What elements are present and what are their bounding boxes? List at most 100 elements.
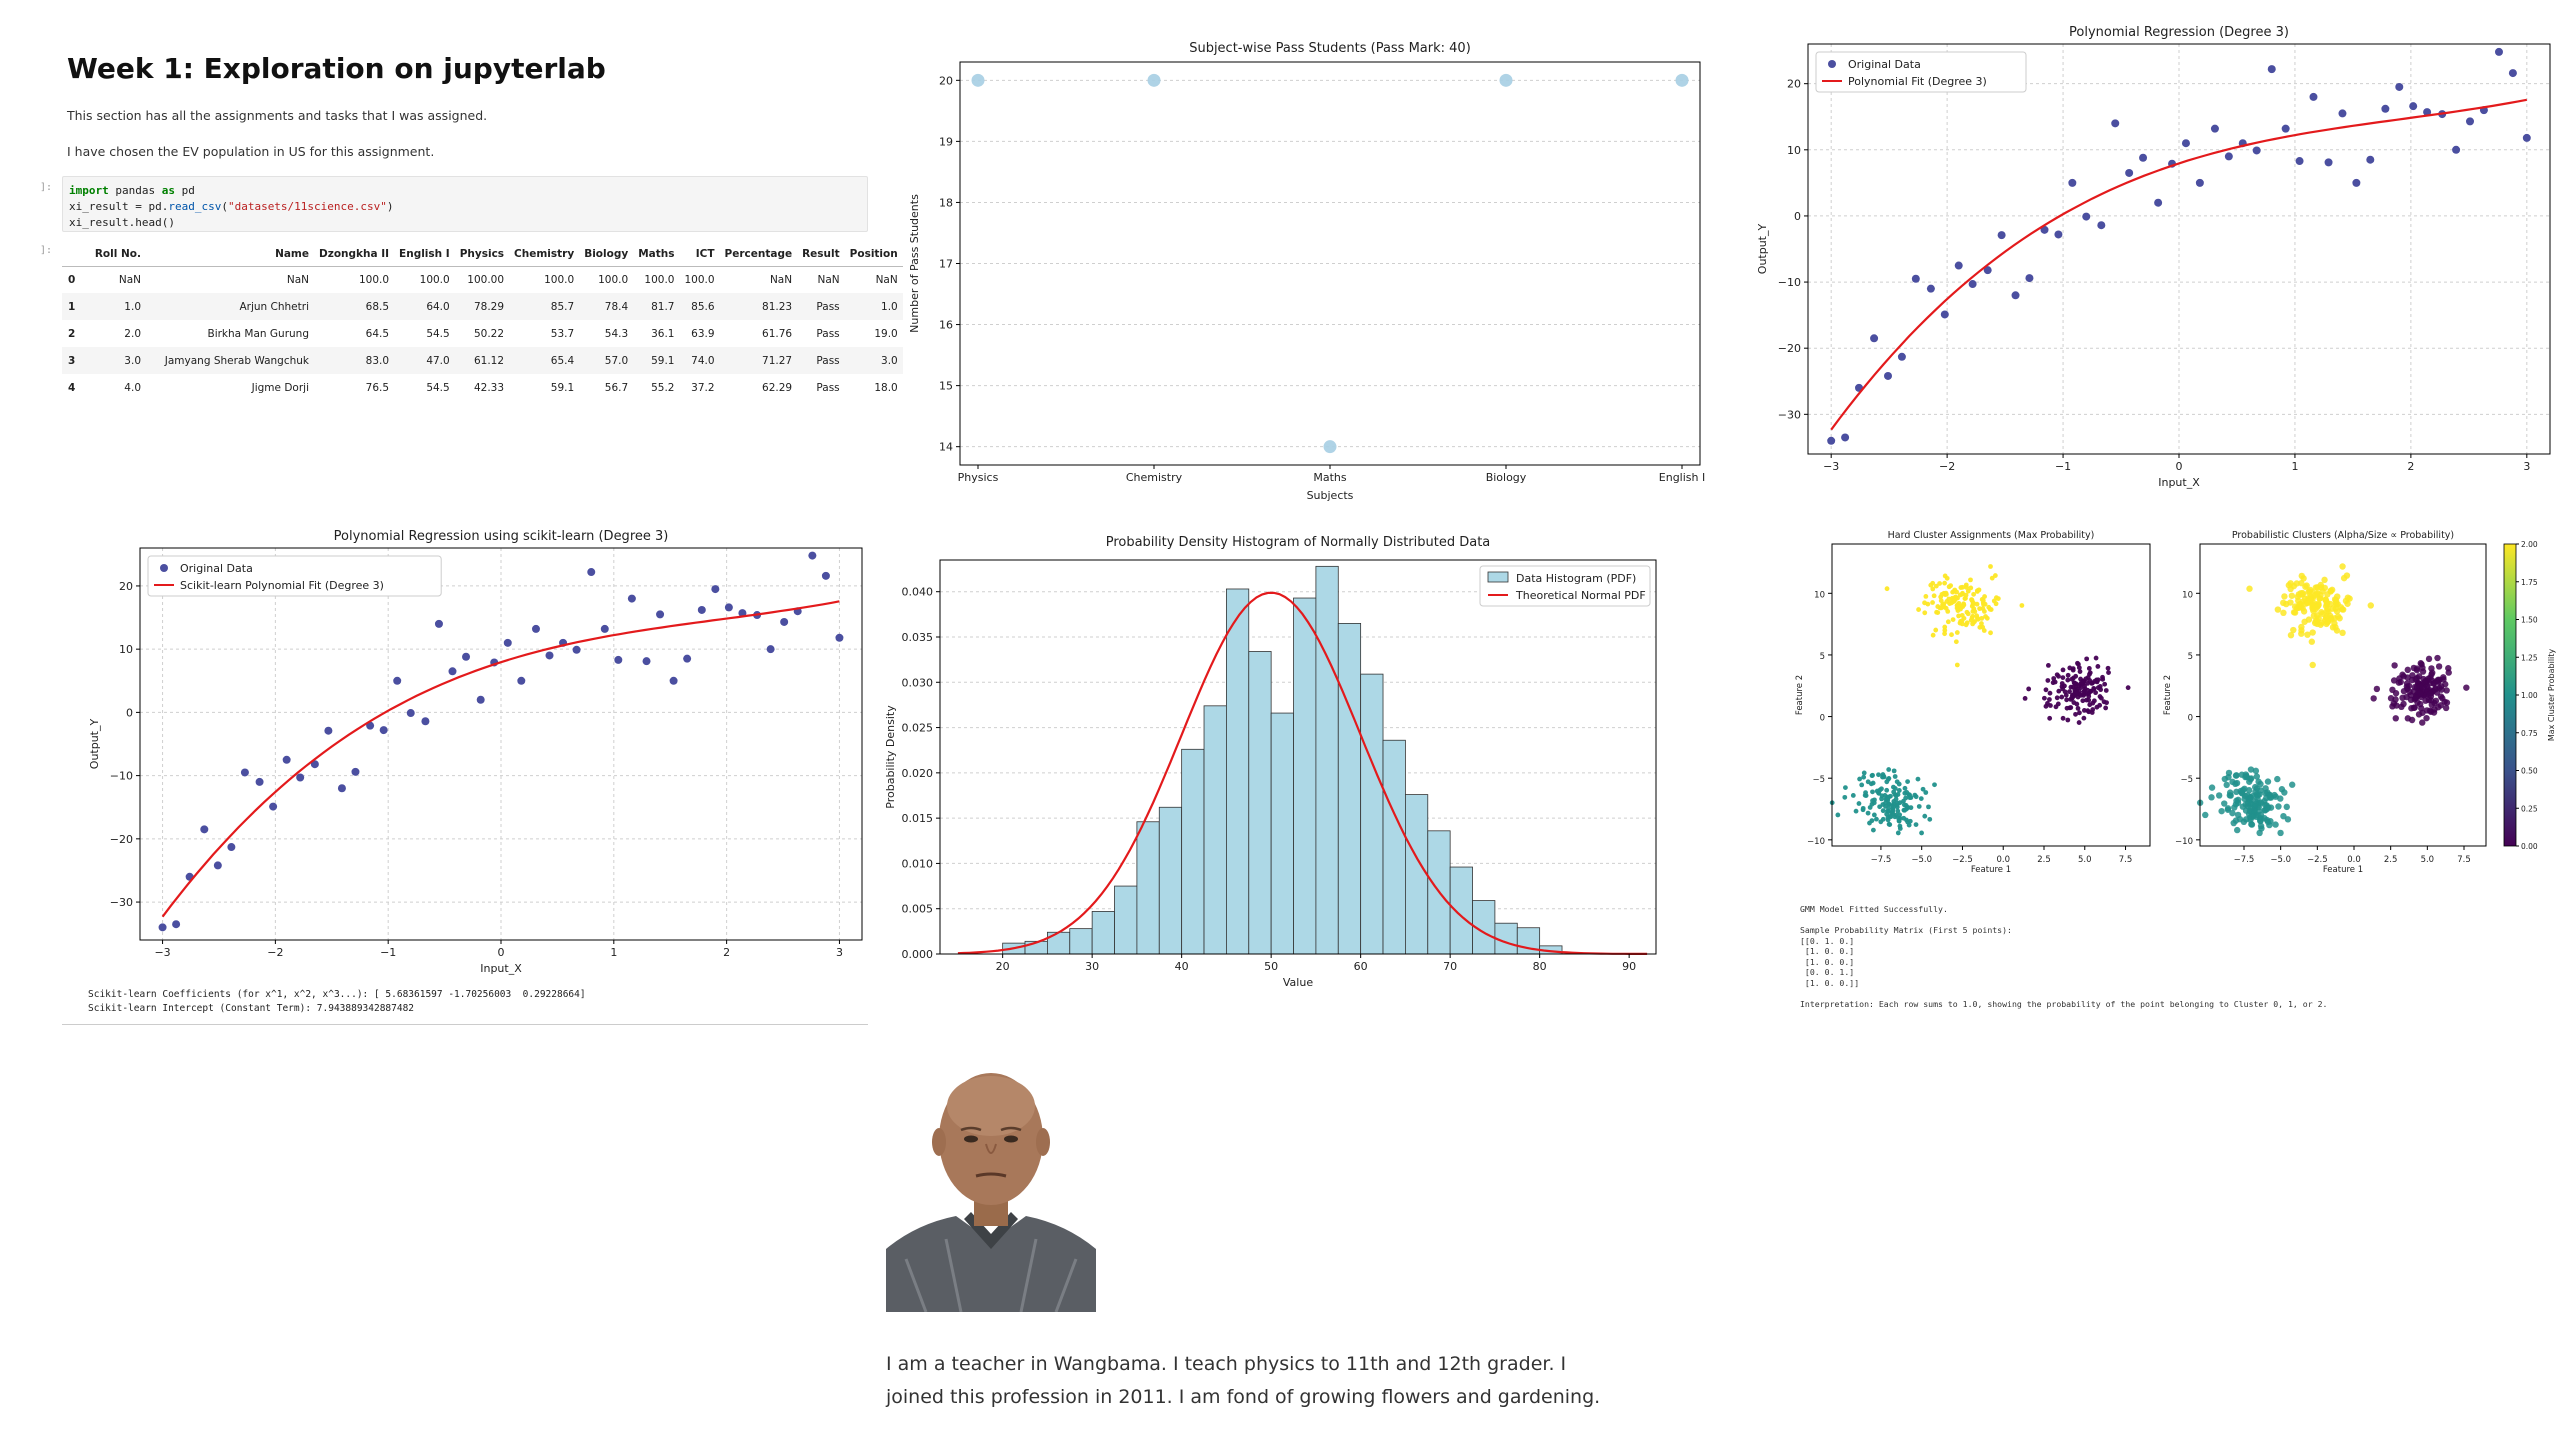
cluster-point xyxy=(2252,767,2260,775)
cluster-point xyxy=(1835,812,1841,818)
cluster-point xyxy=(1920,786,1926,792)
cluster-point xyxy=(1885,808,1890,814)
cluster-point xyxy=(2239,803,2247,810)
cluster-point xyxy=(1886,821,1892,827)
cluster-point xyxy=(1995,596,2001,601)
cluster-point xyxy=(2373,685,2381,693)
cluster-point xyxy=(2287,599,2294,606)
data-point xyxy=(1841,433,1850,442)
x-axis-label: Feature 1 xyxy=(1971,865,2011,875)
table-cell: 1.0 xyxy=(86,293,146,320)
y-axis-label: Output_Y xyxy=(88,719,101,770)
cluster-point xyxy=(2105,665,2111,671)
cluster-point xyxy=(2339,606,2347,613)
data-point xyxy=(2522,133,2531,142)
y-axis-label: Output_Y xyxy=(1756,224,1769,275)
cluster-point xyxy=(1908,805,1914,811)
cluster-point xyxy=(2022,695,2028,701)
plot-frame xyxy=(1807,43,2551,455)
cluster-point xyxy=(2305,596,2312,603)
cluster-point xyxy=(2284,816,2292,823)
data-point xyxy=(269,802,278,811)
cluster-point xyxy=(2323,613,2330,620)
cluster-point xyxy=(2064,697,2070,703)
x-tick-label: −2 xyxy=(267,946,283,959)
data-point xyxy=(2395,82,2404,91)
cluster-point xyxy=(2423,682,2431,690)
cluster-point xyxy=(1960,584,1965,590)
cluster-point xyxy=(2245,787,2253,794)
x-tick-label: 3 xyxy=(836,946,843,959)
cluster-point xyxy=(1881,774,1887,780)
cluster-point xyxy=(1891,804,1896,810)
y-tick-label: 10 xyxy=(1814,590,1825,600)
table-cell: 68.5 xyxy=(314,293,395,320)
y-tick-label: 10 xyxy=(119,643,133,656)
cluster-point xyxy=(2080,698,2086,704)
data-point xyxy=(835,633,844,642)
x-tick-label: 2 xyxy=(723,946,730,959)
cluster-point xyxy=(2236,815,2244,823)
cluster-point xyxy=(2047,715,2053,721)
cluster-point xyxy=(1876,790,1881,796)
x-tick-label: −5.0 xyxy=(2270,855,2291,865)
cluster-point xyxy=(2415,673,2423,680)
table-cell: 83.0 xyxy=(314,347,395,374)
histogram-bar xyxy=(1382,739,1406,955)
x-tick-label: 2.5 xyxy=(2384,855,2398,865)
x-tick-label: 80 xyxy=(1533,960,1547,973)
x-tick-label: −1 xyxy=(2055,460,2071,473)
cluster-point xyxy=(1970,609,1976,614)
cluster-point xyxy=(1974,601,1980,607)
histogram-bar xyxy=(1315,565,1339,955)
cluster-point xyxy=(2102,681,2108,687)
plot-frame xyxy=(2199,543,2487,847)
cluster-point xyxy=(1980,600,1986,606)
cluster-point xyxy=(2081,707,2087,713)
y-tick-label: 0 xyxy=(2188,714,2193,724)
cluster-point xyxy=(1977,606,1983,612)
x-tick-label: Biology xyxy=(1486,471,1527,484)
cluster-point xyxy=(2442,704,2450,712)
cluster-point xyxy=(2281,593,2288,600)
cluster-point xyxy=(1923,593,1929,599)
table-row: 4 4.0 Jigme Dorji 76.5 54.5 42.33 59.1 56.7 55.2… xyxy=(62,374,903,401)
table-cell: 71.27 xyxy=(719,347,798,374)
cluster-point xyxy=(2406,688,2413,696)
cluster-point xyxy=(2428,701,2436,708)
cluster-point xyxy=(2438,686,2445,693)
table-cell: 36.1 xyxy=(651,327,675,340)
x-tick-label: Maths xyxy=(1313,471,1347,484)
data-point xyxy=(2082,212,2091,221)
cluster-point xyxy=(2322,596,2329,603)
code-cell[interactable]: import pandas as pd xi_result = pd.read_… xyxy=(62,176,868,232)
cluster-point xyxy=(1931,593,1937,599)
data-point xyxy=(2309,92,2318,101)
column-header: Biology xyxy=(579,242,634,267)
cluster-point xyxy=(2098,687,2104,693)
data-point xyxy=(2452,145,2461,154)
cluster-point xyxy=(2230,819,2237,827)
table-cell: 81.23 xyxy=(719,293,798,320)
cluster-point xyxy=(2234,826,2241,834)
colorbar-tick-label: 1.00 xyxy=(2521,691,2538,700)
data-point xyxy=(711,585,720,594)
histogram-bar xyxy=(1069,928,1093,955)
cluster-point xyxy=(2431,679,2438,687)
cluster-point xyxy=(2068,705,2074,710)
cluster-point xyxy=(2333,627,2341,634)
colorbar-tick-label: 1.75 xyxy=(2521,578,2538,587)
cluster-point xyxy=(1895,792,1901,797)
cluster-point xyxy=(2026,686,2032,692)
legend-label: Data Histogram (PDF) xyxy=(1516,572,1636,585)
histogram-bar xyxy=(1270,712,1294,955)
data-point xyxy=(476,695,485,704)
cluster-point xyxy=(1946,596,1952,602)
table-cell: 100.00 xyxy=(467,273,505,286)
column-header xyxy=(62,242,86,267)
cluster-point xyxy=(1913,794,1919,800)
cluster-point xyxy=(2419,719,2426,726)
cluster-point xyxy=(2255,778,2262,785)
cluster-point xyxy=(2266,794,2274,801)
cluster-point xyxy=(2252,788,2259,796)
